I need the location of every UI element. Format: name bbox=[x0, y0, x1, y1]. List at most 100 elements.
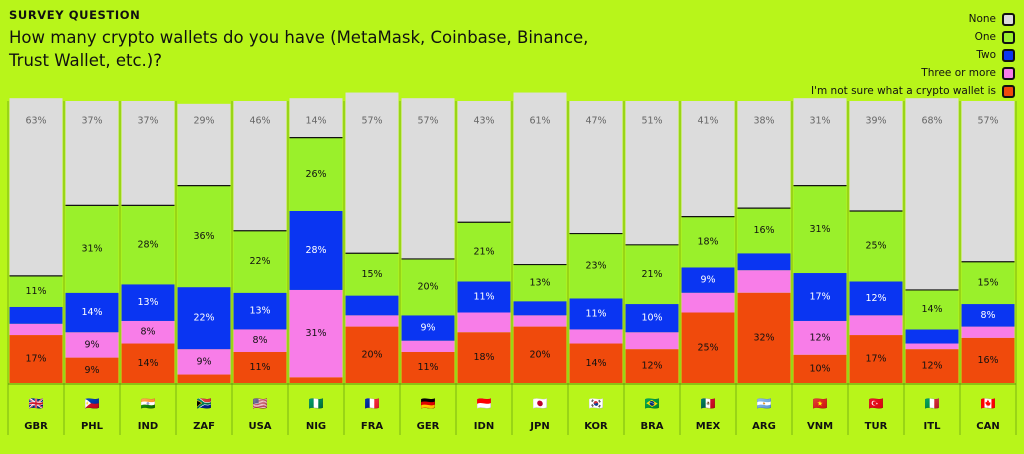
bar-segment bbox=[121, 101, 175, 206]
bar-segment bbox=[961, 261, 1015, 305]
country-flag-icon: 🇰🇷 bbox=[589, 397, 604, 411]
bar-segment bbox=[65, 357, 119, 383]
bar-segment bbox=[961, 326, 1015, 338]
country-flag-icon: 🇲🇽 bbox=[701, 397, 716, 411]
data-label: 12% bbox=[809, 332, 830, 343]
data-label: 32% bbox=[753, 332, 774, 343]
country-flag-icon: 🇬🇧 bbox=[29, 397, 44, 411]
legend-label: One bbox=[974, 31, 996, 43]
country-label: JPN bbox=[529, 421, 549, 432]
bar-segment bbox=[513, 315, 567, 327]
bar-segment bbox=[737, 208, 791, 254]
bar-segment bbox=[233, 329, 287, 352]
bar-segment bbox=[345, 315, 399, 327]
legend-item-three-or-more: Three or more bbox=[811, 64, 1015, 82]
data-label: 11% bbox=[585, 308, 606, 319]
bar-segment bbox=[793, 98, 847, 186]
data-label: 20% bbox=[529, 349, 550, 360]
country-label: ARG bbox=[752, 421, 776, 432]
bar-segment bbox=[681, 312, 735, 383]
bar-segment bbox=[457, 222, 511, 282]
bar-segment bbox=[513, 264, 567, 302]
data-label: 22% bbox=[193, 313, 214, 324]
bar-segment bbox=[569, 101, 623, 234]
data-label: 11% bbox=[25, 286, 46, 297]
bar-segment bbox=[625, 332, 679, 350]
country-label: IND bbox=[138, 421, 158, 432]
country-label: ZAF bbox=[193, 421, 215, 432]
data-label: 57% bbox=[361, 116, 382, 127]
bar-segment bbox=[177, 287, 231, 350]
data-label: 8% bbox=[252, 335, 267, 346]
data-label: 21% bbox=[641, 269, 662, 280]
bar-segment bbox=[681, 292, 735, 313]
bar-segment bbox=[457, 332, 511, 383]
data-label: 9% bbox=[700, 275, 715, 286]
bar-segment bbox=[401, 340, 455, 352]
data-label: 18% bbox=[697, 237, 718, 248]
data-label: 14% bbox=[585, 358, 606, 369]
bar-segment bbox=[457, 281, 511, 313]
data-label: 37% bbox=[137, 116, 158, 127]
legend-swatch bbox=[1002, 48, 1015, 62]
data-label: 14% bbox=[81, 307, 102, 318]
data-label: 16% bbox=[977, 355, 998, 366]
legend-swatch bbox=[1002, 66, 1015, 80]
bar-segment bbox=[177, 349, 231, 375]
country-flag-icon: 🇮🇩 bbox=[477, 397, 492, 411]
data-label: 16% bbox=[753, 225, 774, 236]
country-label: GBR bbox=[24, 421, 48, 432]
data-label: 13% bbox=[249, 306, 270, 317]
data-label: 20% bbox=[417, 282, 438, 293]
bar-segment bbox=[233, 101, 287, 231]
data-label: 8% bbox=[140, 327, 155, 338]
country-label: CAN bbox=[976, 421, 999, 432]
country-flag-icon: 🇺🇸 bbox=[253, 397, 268, 411]
data-label: 61% bbox=[529, 116, 550, 127]
bar-segment bbox=[289, 377, 343, 383]
data-label: 17% bbox=[865, 354, 886, 365]
data-label: 47% bbox=[585, 116, 606, 127]
data-label: 21% bbox=[473, 246, 494, 257]
survey-question-eyebrow: SURVEY QUESTION bbox=[9, 8, 141, 22]
data-label: 11% bbox=[473, 291, 494, 302]
data-label: 12% bbox=[865, 293, 886, 304]
bar-segment bbox=[121, 205, 175, 285]
legend-swatch bbox=[1002, 84, 1015, 98]
bar-segment bbox=[849, 101, 903, 211]
data-label: 31% bbox=[809, 116, 830, 127]
bar-segment bbox=[345, 253, 399, 296]
data-label: 17% bbox=[25, 354, 46, 365]
bar-segment bbox=[849, 335, 903, 383]
data-label: 25% bbox=[865, 241, 886, 252]
bar-segment bbox=[961, 304, 1015, 327]
country-label: NIG bbox=[306, 421, 326, 432]
legend-swatch bbox=[1002, 30, 1015, 44]
bar-segment bbox=[401, 98, 455, 259]
bar-segment bbox=[457, 312, 511, 333]
bar-segment bbox=[345, 295, 399, 316]
bar-segment bbox=[121, 320, 175, 344]
bar-segment bbox=[65, 292, 119, 333]
bar-segment bbox=[737, 101, 791, 209]
data-label: 68% bbox=[921, 116, 942, 127]
bar-segment bbox=[737, 253, 791, 271]
bar-segment bbox=[513, 92, 567, 265]
bar-segment bbox=[9, 98, 63, 276]
bar-segment bbox=[961, 337, 1015, 383]
data-label: 11% bbox=[417, 362, 438, 373]
bar-segment bbox=[905, 98, 959, 290]
data-label: 14% bbox=[137, 358, 158, 369]
bar-segment bbox=[345, 326, 399, 383]
data-label: 29% bbox=[193, 116, 214, 127]
data-label: 25% bbox=[697, 342, 718, 353]
country-flag-icon: 🇫🇷 bbox=[365, 397, 380, 411]
country-flag-icon: 🇹🇷 bbox=[869, 397, 884, 411]
country-flag-icon: 🇨🇦 bbox=[981, 397, 996, 411]
data-label: 28% bbox=[305, 245, 326, 256]
data-label: 31% bbox=[809, 224, 830, 235]
country-flag-icon: 🇧🇷 bbox=[645, 397, 660, 411]
bar-segment bbox=[177, 374, 231, 383]
legend: None One Two Three or more I'm not sure … bbox=[811, 10, 1015, 100]
